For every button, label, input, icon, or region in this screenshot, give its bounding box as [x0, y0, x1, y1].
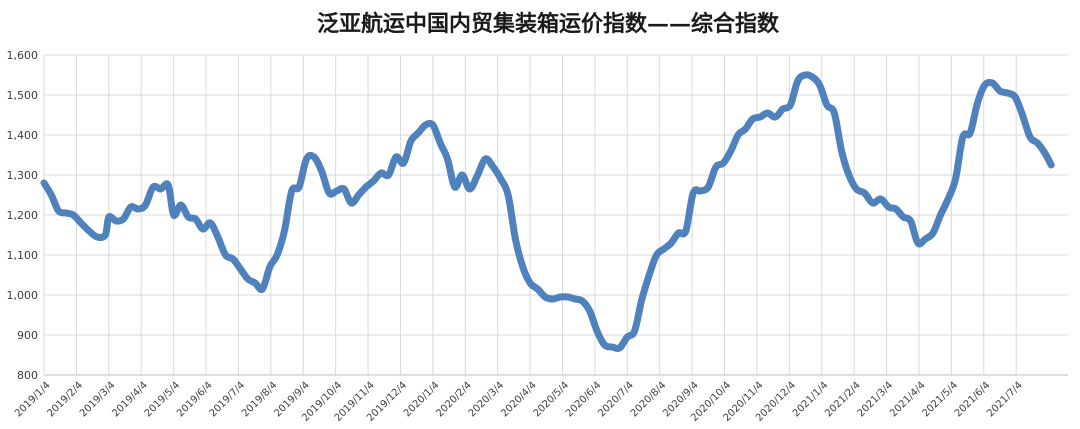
y-tick-label: 1,200: [7, 209, 39, 222]
chart-title: 泛亚航运中国内贸集装箱运价指数——综合指数: [317, 11, 780, 37]
plot-area: [40, 71, 1055, 352]
y-tick-label: 900: [17, 329, 38, 342]
y-tick-label: 1,100: [7, 249, 39, 262]
y-axis: 800 900 1,000 1,100 1,200 1,300 1,400 1,500 1,60…: [7, 49, 39, 382]
x-axis: 2019/1/42019/2/42019/3/42019/4/42019/5/4…: [13, 380, 1025, 424]
y-tick-label: 800: [17, 369, 38, 382]
y-tick-label: 1,300: [7, 169, 39, 182]
x-tick-label: 2021/7/4: [985, 380, 1025, 420]
series-line: [40, 71, 1055, 352]
y-tick-label: 1,500: [7, 89, 39, 102]
y-tick-label: 1,600: [7, 49, 39, 62]
y-tick-label: 1,400: [7, 129, 39, 142]
grid: [43, 54, 1068, 376]
y-tick-label: 1,000: [7, 289, 39, 302]
